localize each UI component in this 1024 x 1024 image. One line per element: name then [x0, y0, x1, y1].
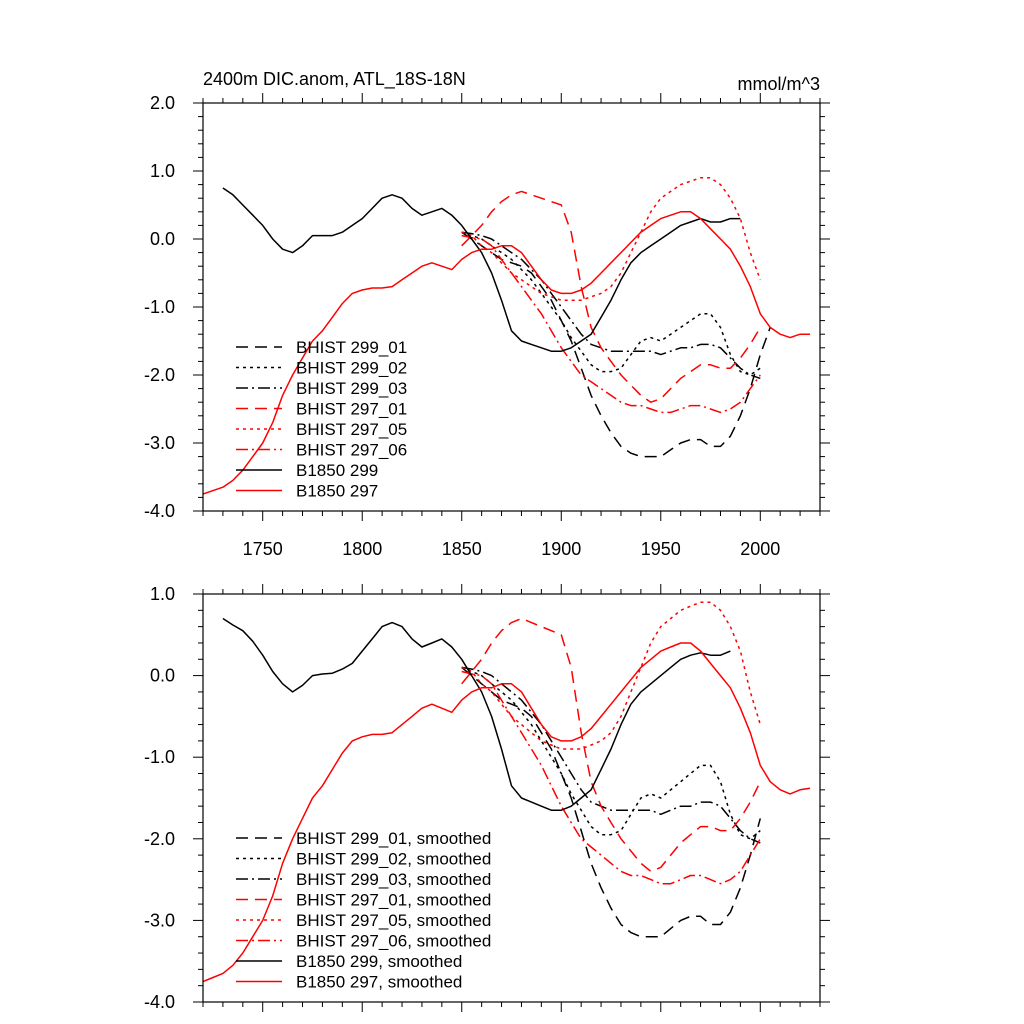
series-line [461, 231, 771, 458]
legend-label: BHIST 297_05 [296, 420, 407, 439]
legend-label: BHIST 297_05, smoothed [296, 911, 491, 930]
legend-label: BHIST 299_01, smoothed [296, 829, 491, 848]
legend-label: B1850 299, smoothed [296, 952, 462, 971]
x-tick-label: 1750 [243, 539, 283, 559]
series-line [461, 670, 761, 885]
series-line [461, 617, 761, 873]
series-line [222, 187, 741, 352]
plot-frame [202, 593, 821, 1003]
y-tick-label: 0.0 [150, 666, 175, 686]
y-tick-label: -1.0 [144, 747, 175, 767]
y-tick-label: -2.0 [144, 365, 175, 385]
series-lines [203, 177, 810, 495]
x-tick-label: 2000 [740, 539, 780, 559]
y-tick-label: -2.0 [144, 829, 175, 849]
series-line [461, 666, 761, 844]
series-line [461, 177, 762, 301]
series-line [461, 601, 762, 750]
series-line [461, 231, 761, 380]
legend-label: BHIST 299_01 [296, 338, 407, 357]
chart-units: mmol/m^3 [738, 74, 820, 94]
series-line [461, 231, 761, 376]
y-tick-label: -4.0 [144, 992, 175, 1012]
x-tick-label: 1950 [641, 539, 681, 559]
series-line [461, 190, 761, 403]
legend-label: B1850 297, smoothed [296, 973, 462, 992]
top-plot: 2.0 1.0 0.0 -1.0 -2.0 -3.0 -4.0 1750 1800 1850 190… [144, 93, 830, 559]
legend-label: BHIST 297_01, smoothed [296, 891, 491, 910]
legend-label: BHIST 297_01 [296, 400, 407, 419]
legend: BHIST 299_01, smoothed BHIST 299_02, smoo… [236, 829, 491, 992]
chart-title: 2400m DIC.anom, ATL_18S-18N [203, 69, 466, 90]
legend-label: B1850 297 [296, 482, 378, 501]
y-tick-label: -3.0 [144, 910, 175, 930]
series-line [461, 234, 761, 414]
legend-label: BHIST 299_03 [296, 379, 407, 398]
y-tick-label: -4.0 [144, 501, 175, 521]
x-tick-label: 1800 [342, 539, 382, 559]
series-line [222, 617, 731, 811]
series-line [461, 666, 761, 840]
legend-label: BHIST 297_06, smoothed [296, 932, 491, 951]
series-line [203, 211, 810, 495]
legend-label: BHIST 299_02 [296, 359, 407, 378]
x-tick-label: 1900 [541, 539, 581, 559]
y-tick-label: -1.0 [144, 297, 175, 317]
y-tick-label: 2.0 [150, 93, 175, 113]
legend-label: B1850 299 [296, 461, 378, 480]
y-tick-label: 1.0 [150, 584, 175, 604]
legend-label: BHIST 299_02, smoothed [296, 850, 491, 869]
bottom-plot: 1.0 0.0 -1.0 -2.0 -3.0 -4.0 BHIST 299_01, smoo… [144, 584, 830, 1012]
legend-label: BHIST 299_03, smoothed [296, 870, 491, 889]
series-line [203, 642, 811, 983]
y-tick-label: -3.0 [144, 433, 175, 453]
plot-frame [202, 102, 821, 512]
series-line [461, 666, 762, 938]
series-lines [203, 601, 811, 983]
legend-label: BHIST 297_06 [296, 441, 407, 460]
x-tick-label: 1850 [442, 539, 482, 559]
y-tick-label: 1.0 [150, 161, 175, 181]
y-tick-label: 0.0 [150, 229, 175, 249]
